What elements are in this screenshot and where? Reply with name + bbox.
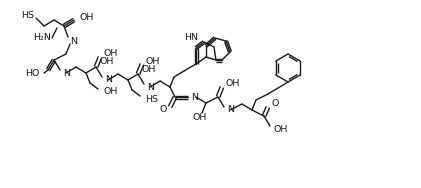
Text: OH: OH [104,49,118,58]
Text: HN: HN [184,33,198,42]
Text: OH: OH [146,57,160,65]
Text: O: O [160,105,167,114]
Text: OH: OH [100,58,115,67]
Text: HS: HS [145,95,158,104]
Text: OH: OH [141,65,155,74]
Text: HO: HO [24,68,39,77]
Text: N: N [70,36,77,45]
Text: HS: HS [21,11,35,20]
Text: OH: OH [193,112,207,121]
Text: N: N [191,92,198,102]
Text: H₂N: H₂N [33,33,51,42]
Text: N: N [147,83,154,92]
Text: OH: OH [80,12,94,21]
Text: O: O [272,99,280,108]
Text: N: N [227,105,234,114]
Text: OH: OH [226,80,240,89]
Text: OH: OH [103,87,117,96]
Text: OH: OH [274,124,288,133]
Text: N: N [63,68,70,77]
Text: N: N [105,76,112,84]
